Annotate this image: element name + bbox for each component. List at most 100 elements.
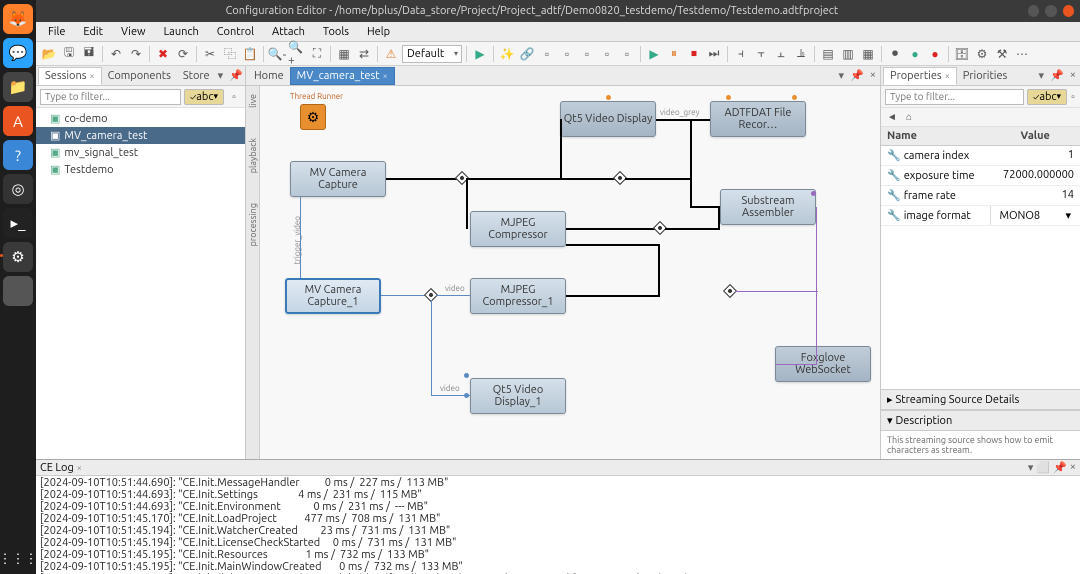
tb-delete-icon[interactable]: ✖ bbox=[154, 45, 172, 63]
node-camera-capture[interactable]: MV Camera Capture bbox=[290, 161, 386, 197]
tb-go-icon[interactable]: ● bbox=[906, 45, 924, 63]
node-qt5-display-1[interactable]: Qt5 Video Display_1 bbox=[470, 378, 566, 414]
pin-icon[interactable]: 📌 bbox=[1053, 461, 1067, 474]
section-streaming[interactable]: ▸Streaming Source Details bbox=[881, 389, 1080, 410]
menu-file[interactable]: File bbox=[40, 24, 73, 40]
close-icon[interactable]: × bbox=[1068, 69, 1078, 82]
prop-row[interactable]: 🔧frame rate14 bbox=[881, 186, 1080, 206]
graph-canvas[interactable]: Thread Runner ⚙ Qt5 Video Display ADTFDA… bbox=[260, 86, 880, 459]
prop-row[interactable]: 🔧camera index1 bbox=[881, 146, 1080, 166]
tree-item[interactable]: ▣co-demo bbox=[36, 110, 245, 127]
close-icon[interactable]: × bbox=[383, 71, 388, 81]
tree-item[interactable]: ▣Testdemo bbox=[36, 161, 245, 178]
back-icon[interactable]: ◄ bbox=[885, 110, 899, 124]
tb-wand-icon[interactable]: ✨ bbox=[498, 45, 516, 63]
tb-toggle-icon[interactable]: ⇄ bbox=[355, 45, 373, 63]
dock-terminal[interactable]: ▸_ bbox=[3, 208, 33, 238]
chevron-down-icon[interactable]: ▾ bbox=[1028, 461, 1034, 474]
prop-row[interactable]: 🔧image formatMONO8▾ bbox=[881, 206, 1080, 226]
menu-control[interactable]: Control bbox=[209, 24, 262, 40]
tb-cut-icon[interactable]: ✂ bbox=[201, 45, 219, 63]
chevron-down-icon[interactable]: ▾ bbox=[1062, 209, 1074, 222]
tb-grid3-icon[interactable]: ▦ bbox=[859, 45, 877, 63]
tab-properties[interactable]: Properties× bbox=[883, 67, 957, 85]
tb-node3-icon[interactable]: ▫ bbox=[578, 45, 596, 63]
close-icon[interactable]: × bbox=[1070, 461, 1076, 474]
node-substream[interactable]: Substream Assembler bbox=[720, 189, 816, 225]
node-qt5-display[interactable]: Qt5 Video Display bbox=[560, 101, 656, 137]
tab-home[interactable]: Home bbox=[248, 68, 290, 84]
tb-halt-icon[interactable]: ● bbox=[926, 45, 944, 63]
section-description[interactable]: ▾Description bbox=[881, 410, 1080, 431]
filter-input[interactable] bbox=[40, 89, 181, 105]
tab-store[interactable]: Store bbox=[177, 68, 216, 84]
tb-node1-icon[interactable]: ▫ bbox=[538, 45, 556, 63]
dock-files[interactable]: 📁 bbox=[3, 72, 33, 102]
prop-opt-icon[interactable]: ▫ bbox=[1070, 90, 1076, 104]
tb-align4-icon[interactable]: ⫡ bbox=[792, 45, 810, 63]
menu-attach[interactable]: Attach bbox=[264, 24, 313, 40]
chevron-down-icon[interactable]: ▾ bbox=[1037, 69, 1047, 82]
vtab-playback[interactable]: playback bbox=[248, 138, 258, 173]
dock-obs[interactable]: ◎ bbox=[3, 174, 33, 204]
tb-cfg-icon[interactable]: ⚒ bbox=[993, 45, 1011, 63]
dock-apps-grid[interactable]: ⋮⋮⋮ bbox=[3, 544, 33, 574]
tb-node4-icon[interactable]: ▫ bbox=[598, 45, 616, 63]
node-file-recorder[interactable]: ADTFDAT File Recor… bbox=[710, 101, 806, 137]
maximize-icon[interactable]: ⬜ bbox=[1036, 461, 1050, 474]
close-icon[interactable]: × bbox=[868, 69, 878, 82]
prop-filter-mode[interactable]: ✓ abc ▾ bbox=[1027, 89, 1067, 105]
dock-chat[interactable]: 💬 bbox=[3, 38, 33, 68]
close-icon[interactable]: × bbox=[90, 71, 95, 81]
pin-icon[interactable]: 📌 bbox=[227, 69, 245, 82]
tab-sessions[interactable]: Sessions× bbox=[38, 67, 102, 85]
tb-saveall-icon[interactable]: 🖬 bbox=[80, 45, 98, 63]
tb-layout-icon[interactable]: ▦ bbox=[335, 45, 353, 63]
tb-stop-icon[interactable]: ⏹ bbox=[685, 45, 703, 63]
tb-undo-icon[interactable]: ↶ bbox=[107, 45, 125, 63]
tb-zoomfit-icon[interactable]: ⛶ bbox=[308, 45, 326, 63]
close-button[interactable] bbox=[1063, 5, 1074, 17]
tb-link-icon[interactable]: 🔗 bbox=[518, 45, 536, 63]
tree-item[interactable]: ▣MV_camera_test bbox=[36, 127, 245, 144]
tree-item[interactable]: ▣mv_signal_test bbox=[36, 144, 245, 161]
tb-run-icon[interactable]: ▶ bbox=[645, 45, 663, 63]
dock-firefox[interactable]: 🦊 bbox=[3, 4, 33, 34]
filter-opt-icon[interactable]: ▫ bbox=[227, 90, 241, 104]
chevron-down-icon[interactable]: ▾ bbox=[837, 69, 847, 82]
node-camera-capture-1[interactable]: MV Camera Capture_1 bbox=[285, 278, 381, 314]
menu-help[interactable]: Help bbox=[359, 24, 398, 40]
node-mjpeg[interactable]: MJPEG Compressor bbox=[470, 211, 566, 247]
tb-align2-icon[interactable]: ⫟ bbox=[752, 45, 770, 63]
tb-paste-icon[interactable]: 📋 bbox=[241, 45, 259, 63]
tb-copy-icon[interactable]: ⿻ bbox=[221, 45, 239, 63]
pin-icon[interactable]: 📌 bbox=[848, 69, 866, 82]
tb-play-icon[interactable]: ▶ bbox=[471, 45, 489, 63]
tb-open-icon[interactable]: 📂 bbox=[40, 45, 58, 63]
tb-zoomout-icon[interactable]: 🔍‑ bbox=[268, 45, 286, 63]
thread-runner-node[interactable]: ⚙ bbox=[300, 104, 326, 130]
tab-graph[interactable]: MV_camera_test× bbox=[290, 67, 395, 85]
chevron-down-icon[interactable]: ▾ bbox=[216, 69, 226, 82]
vtab-live[interactable]: live bbox=[248, 94, 258, 108]
tb-gear-icon[interactable]: ⚙ bbox=[973, 45, 991, 63]
maximize-button[interactable] bbox=[1045, 5, 1056, 17]
pin-icon[interactable]: 📌 bbox=[1048, 69, 1066, 82]
vtab-processing[interactable]: processing bbox=[248, 203, 258, 246]
tb-align1-icon[interactable]: ⫞ bbox=[732, 45, 750, 63]
menu-launch[interactable]: Launch bbox=[156, 24, 207, 40]
tb-skip-icon[interactable]: ⏭ bbox=[705, 45, 723, 63]
menu-tools[interactable]: Tools bbox=[315, 24, 357, 40]
tb-node2-icon[interactable]: ▫ bbox=[558, 45, 576, 63]
tab-priorities[interactable]: Priorities bbox=[957, 68, 1014, 84]
dock-app[interactable] bbox=[3, 276, 33, 306]
log-body[interactable]: [2024-09-10T10:51:44.690]: "CE.Init.Mess… bbox=[36, 476, 1080, 574]
tb-zoomin-icon[interactable]: 🔍+ bbox=[288, 45, 306, 63]
tab-components[interactable]: Components bbox=[102, 68, 177, 84]
tb-config-combo[interactable]: Default bbox=[402, 45, 462, 63]
dock-software[interactable]: A bbox=[3, 106, 33, 136]
tb-save-icon[interactable]: 🖫 bbox=[60, 45, 78, 63]
node-mjpeg-1[interactable]: MJPEG Compressor_1 bbox=[470, 278, 566, 314]
tb-align3-icon[interactable]: ⫠ bbox=[772, 45, 790, 63]
filter-mode-button[interactable]: ✓ abc ▾ bbox=[184, 89, 224, 105]
